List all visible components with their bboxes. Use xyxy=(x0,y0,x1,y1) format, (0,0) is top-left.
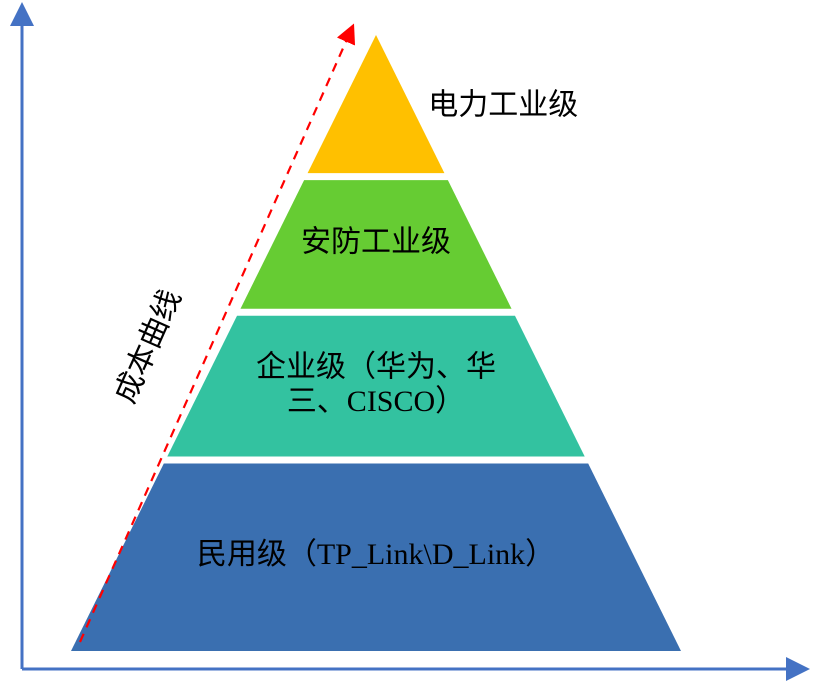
level-3-label: 企业级（华为、华三、CISCO） xyxy=(256,351,496,419)
level-2-label: 安防工业级 xyxy=(301,225,451,258)
diagram-stage: 电力工业级安防工业级企业级（华为、华三、CISCO） 民用级（TP_Link\D_… xyxy=(0,0,824,689)
level-1-top xyxy=(308,35,445,173)
level-1-top-label: 电力工业级 xyxy=(428,89,578,122)
level-4-bottom-label: 民用级（TP_Link\D_Link） xyxy=(197,538,555,571)
